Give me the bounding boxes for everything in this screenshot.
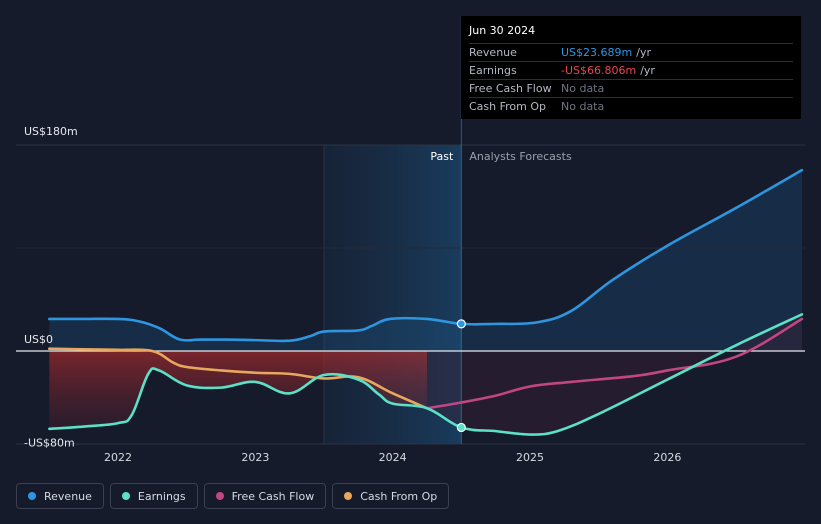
earnings-negative-area (49, 351, 427, 429)
free-cash-flow-dot-icon (215, 492, 224, 500)
tooltip-label: Free Cash Flow (469, 82, 552, 95)
cash-from-op-dot-icon (344, 492, 353, 500)
tooltip-unit: /yr (640, 64, 655, 77)
legend-item-free-cash-flow[interactable]: Free Cash Flow (203, 483, 327, 509)
free-cash-flow-line (425, 317, 804, 410)
legend: Revenue Earnings Free Cash Flow Cash Fro… (16, 483, 450, 509)
legend-label: Cash From Op (360, 489, 438, 503)
tooltip-date: Jun 30 2024 (469, 24, 536, 37)
tooltip-row-free-cash-flow: Free Cash Flow No data (469, 79, 793, 97)
earnings-dot-icon (121, 492, 130, 500)
x-tick-label: 2022 (104, 451, 132, 464)
tooltip-label: Earnings (469, 64, 517, 77)
tooltip-row-cash-from-op: Cash From Op No data (469, 97, 793, 115)
x-tick-label: 2025 (516, 451, 544, 464)
past-label: Past (430, 150, 454, 163)
x-tick-label: 2023 (241, 451, 269, 464)
tooltip-label: Cash From Op (469, 100, 547, 113)
legend-item-cash-from-op[interactable]: Cash From Op (332, 483, 450, 509)
legend-item-revenue[interactable]: Revenue (16, 483, 104, 509)
y-tick-label: US$180m (24, 125, 78, 138)
y-tick-label: -US$80m (24, 437, 75, 450)
forecast-label: Analysts Forecasts (469, 150, 572, 163)
cash-from-op-line (48, 347, 429, 410)
x-tick-label: 2026 (653, 451, 681, 464)
legend-label: Revenue (44, 489, 92, 503)
tooltip-value: No data (561, 82, 605, 95)
y-tick-label: US$0 (24, 333, 53, 346)
legend-label: Free Cash Flow (231, 489, 315, 503)
tooltip-row-revenue: Revenue US$23.689m /yr (469, 43, 793, 61)
earnings-marker (456, 422, 466, 433)
tooltip-label: Revenue (469, 46, 517, 59)
revenue-marker (456, 319, 466, 329)
legend-item-earnings[interactable]: Earnings (109, 483, 198, 509)
revenue-line (48, 168, 804, 343)
legend-label: Earnings (137, 489, 186, 503)
earnings-line (48, 313, 804, 436)
tooltip-value: -US$66.806m (561, 64, 637, 77)
x-tick-label: 2024 (379, 451, 407, 464)
revenue-area (49, 170, 802, 351)
tooltip-value: US$23.689m (561, 46, 633, 59)
earnings-forecast-area (427, 314, 802, 435)
revenue-dot-icon (28, 492, 36, 500)
tooltip: Jun 30 2024 Revenue US$23.689m /yr Earni… (461, 16, 801, 119)
tooltip-value: No data (561, 100, 605, 113)
tooltip-row-earnings: Earnings -US$66.806m /yr (469, 61, 793, 79)
tooltip-unit: /yr (636, 46, 651, 59)
